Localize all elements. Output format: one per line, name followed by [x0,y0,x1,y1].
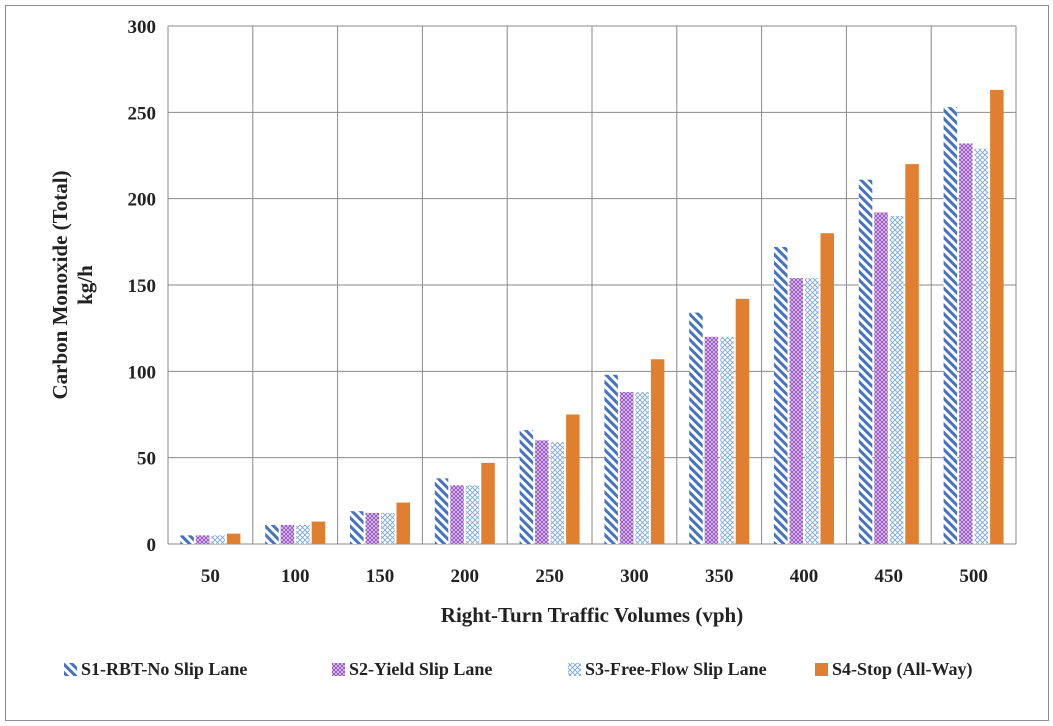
bar-1-350 [689,312,703,544]
bar-1-100 [265,525,279,544]
legend-label-1: S1-RBT-No Slip Lane [81,659,247,679]
legend-swatch-1 [64,663,77,676]
bar-3-100 [296,525,310,544]
grid-lines [167,25,1017,545]
bar-4-300 [650,359,665,544]
x-tick-label: 450 [875,566,904,587]
bar-3-200 [465,485,480,544]
bar-4-500 [990,89,1004,545]
x-tick-label: 50 [201,566,220,587]
bar-1-450 [858,179,873,544]
bar-3-450 [889,215,904,544]
x-tick-label: 400 [790,566,819,587]
bar-3-400 [805,278,819,544]
bar-4-400 [820,233,834,544]
y-tick-label: 0 [147,535,157,556]
y-tick-label: 200 [128,190,157,211]
legend: S1-RBT-No Slip Lane S2-Yield Slip Lane S3-… [64,659,973,680]
bar-2-450 [874,212,888,545]
x-tick-label: 200 [451,566,480,587]
x-tick-label: 250 [535,566,564,587]
y-tick-label: 50 [137,449,156,470]
bar-3-150 [381,512,395,544]
bar-1-200 [434,478,449,544]
bar-4-250 [566,414,580,544]
legend-label-4: S4-Stop (All-Way) [832,659,973,680]
bar-3-350 [720,336,734,544]
x-axis-title: Right-Turn Traffic Volumes (vph) [441,603,743,627]
x-tick-label: 300 [620,566,649,587]
legend-swatch-2 [332,663,345,676]
bar-3-50 [211,535,225,544]
bar-2-50 [195,535,210,544]
bar-2-500 [959,143,973,544]
legend-label-3: S3-Free-Flow Slip Lane [585,659,767,679]
x-tick-label: 150 [366,566,395,587]
bar-1-250 [519,430,534,544]
legend-label-2: S2-Yield Slip Lane [349,659,492,679]
bars [180,89,1004,545]
bar-3-500 [974,148,989,545]
y-axis-title-line1: Carbon Monoxide (Total) [48,170,72,399]
bar-4-150 [396,502,410,544]
bar-3-300 [635,392,649,544]
y-axis-title-line2: kg/h [73,265,97,305]
bar-4-200 [481,462,495,544]
bar-2-300 [619,392,634,544]
bar-4-50 [226,533,241,544]
legend-swatch-4 [815,663,828,676]
legend-swatch-3 [568,663,581,676]
x-tick-label: 500 [959,566,988,587]
x-tick-label: 100 [281,566,310,587]
y-tick-label: 100 [128,362,157,383]
bar-2-350 [704,336,719,544]
bar-1-150 [350,511,364,544]
bar-3-250 [550,442,565,544]
bar-2-250 [535,440,549,544]
bar-2-400 [789,278,803,544]
bar-4-100 [311,521,326,544]
y-tick-label: 250 [128,103,157,124]
x-tick-label: 350 [705,566,734,587]
chart-frame [5,5,1049,721]
tick-labels: 0 50 100 150 200 250 300 50 100 150 200 250 300 350 40… [128,17,988,587]
y-tick-label: 150 [128,276,157,297]
bar-1-500 [943,107,958,545]
bar-2-200 [450,485,464,544]
y-axis-title: Carbon Monoxide (Total) kg/h [48,170,97,399]
bar-4-450 [905,164,919,544]
bar-4-350 [735,298,750,544]
bar-1-300 [604,374,618,544]
bar-2-150 [365,512,379,544]
bar-1-50 [180,535,194,544]
bar-1-400 [774,247,788,544]
y-tick-label: 300 [128,17,157,38]
bar-2-100 [280,525,295,544]
